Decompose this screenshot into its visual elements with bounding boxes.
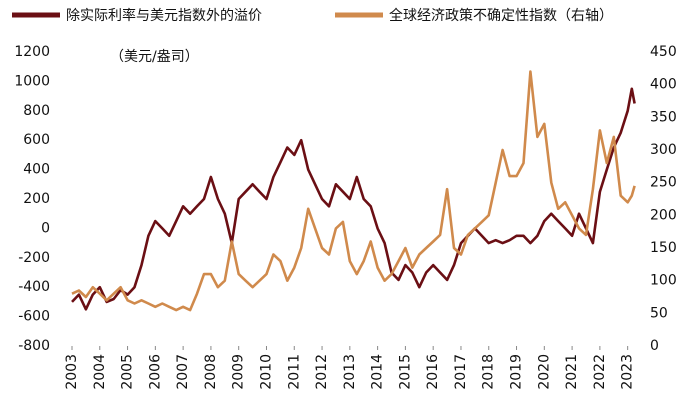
y-tick-label: 600: [23, 132, 50, 148]
y2-tick-label: 50: [650, 305, 668, 321]
y-tick-label: -800: [18, 338, 50, 354]
x-tick-label: 2006: [147, 354, 163, 390]
legend-label: 除实际利率与美元指数外的溢价: [66, 7, 262, 24]
y-tick-label: 200: [23, 191, 50, 207]
x-tick-label: 2019: [509, 354, 525, 390]
x-tick-label: 2005: [120, 354, 136, 390]
x-tick-label: 2018: [481, 354, 497, 390]
x-tick-label: 2013: [342, 354, 358, 390]
x-tick-label: 2014: [370, 354, 386, 390]
x-tick-label: 2011: [286, 354, 302, 390]
y2-tick-label: 350: [650, 109, 677, 125]
y-tick-label: -400: [18, 279, 50, 295]
x-tick-label: 2004: [92, 354, 108, 390]
y2-tick-label: 150: [650, 240, 677, 256]
y-tick-label: 1200: [14, 44, 50, 60]
x-tick-label: 2003: [64, 354, 80, 390]
x-tick-label: 2009: [231, 354, 247, 390]
x-tick-label: 2015: [397, 354, 413, 390]
y2-tick-label: 100: [650, 273, 677, 289]
annotation: （美元/盎司）: [110, 49, 199, 65]
series-line: [71, 70, 636, 312]
y2-tick-label: 250: [650, 175, 677, 191]
x-tick-label: 2023: [620, 354, 636, 390]
x-tick-label: 2020: [536, 354, 552, 390]
y2-tick-label: 450: [650, 44, 677, 60]
x-tick-label: 2022: [592, 354, 608, 390]
y-tick-label: 1000: [14, 73, 50, 89]
y-tick-label: -600: [18, 309, 50, 325]
y2-tick-label: 0: [650, 338, 659, 354]
y-tick-label: 400: [23, 162, 50, 178]
series-line: [71, 87, 636, 311]
x-tick-label: 2010: [258, 354, 274, 390]
x-tick-label: 2021: [564, 354, 580, 390]
y2-tick-label: 400: [650, 77, 677, 93]
x-tick-label: 2017: [453, 354, 469, 390]
x-tick-label: 2012: [314, 354, 330, 390]
y-tick-label: 800: [23, 103, 50, 119]
y2-tick-label: 300: [650, 142, 677, 158]
x-tick-label: 2016: [425, 354, 441, 390]
y2-tick-label: 200: [650, 207, 677, 223]
y-tick-label: -200: [18, 250, 50, 266]
x-tick-label: 2007: [175, 354, 191, 390]
y-tick-label: 0: [41, 220, 50, 236]
x-tick-label: 2008: [203, 354, 219, 390]
legend-label: 全球经济政策不确定性指数（右轴）: [389, 7, 613, 24]
